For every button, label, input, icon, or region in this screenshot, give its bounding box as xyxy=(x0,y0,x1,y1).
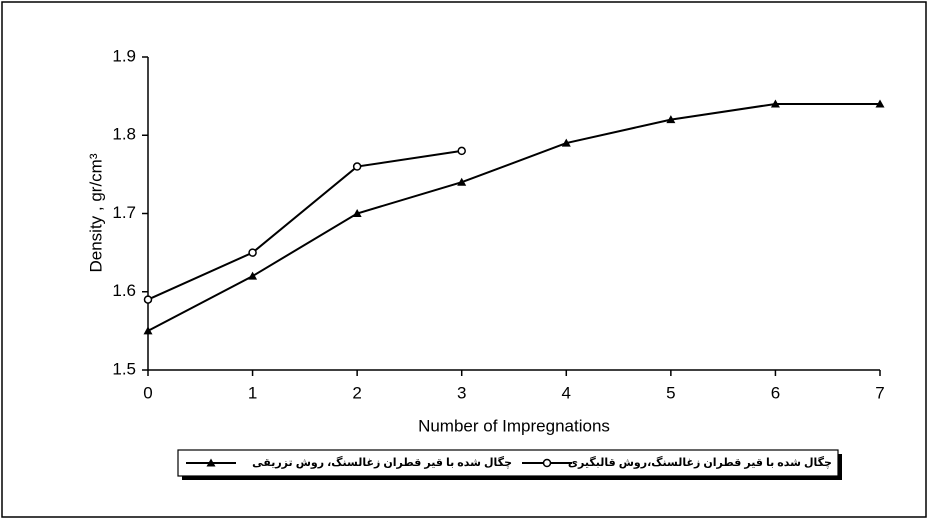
x-tick-label: 6 xyxy=(771,383,780,402)
y-tick-label: 1.5 xyxy=(112,359,136,378)
marker-triangle xyxy=(875,99,885,108)
x-tick-label: 7 xyxy=(875,383,884,402)
marker-triangle xyxy=(143,326,153,335)
x-tick-label: 2 xyxy=(352,383,361,402)
marker-triangle xyxy=(457,177,467,186)
x-tick-label: 4 xyxy=(562,383,571,402)
x-axis-label: Number of Impregnations xyxy=(418,416,610,435)
marker-circle xyxy=(248,248,257,257)
y-tick-label: 1.6 xyxy=(112,281,136,300)
marker-triangle xyxy=(561,138,571,147)
x-tick-label: 1 xyxy=(248,383,257,402)
marker-circle xyxy=(542,458,552,468)
y-tick-label: 1.8 xyxy=(112,125,136,144)
legend-label: چگال شده با قیر قطران زغالسنگ،روش قالبگی… xyxy=(568,455,832,469)
series-line xyxy=(147,102,880,332)
marker-circle xyxy=(457,146,466,156)
marker-triangle xyxy=(770,99,780,108)
x-tick-label: 5 xyxy=(666,383,675,402)
marker-triangle xyxy=(206,458,216,467)
y-tick-label: 1.9 xyxy=(112,46,136,65)
legend-box xyxy=(177,449,839,477)
legend-label: چگال شده با قیر قطران زغالسنگ، روش تزریق… xyxy=(252,455,512,469)
marker-circle xyxy=(352,162,362,171)
y-axis-label: Density , gr/cm³ xyxy=(86,153,105,272)
marker-triangle xyxy=(248,271,258,280)
x-tick-label: 0 xyxy=(143,383,152,402)
series-line xyxy=(147,149,462,301)
y-tick-label: 1.7 xyxy=(112,203,136,222)
x-tick-label: 3 xyxy=(457,383,466,402)
marker-triangle xyxy=(352,209,362,217)
marker-triangle xyxy=(666,115,676,124)
marker-circle xyxy=(143,295,153,304)
